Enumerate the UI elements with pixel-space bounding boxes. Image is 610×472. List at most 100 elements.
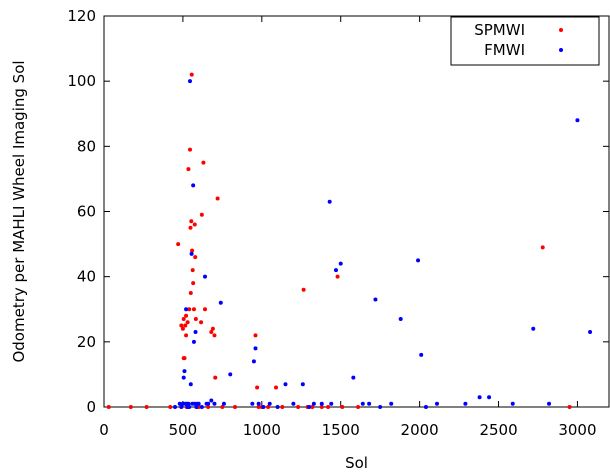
- data-point: [203, 274, 207, 279]
- data-point: [338, 261, 343, 266]
- legend-marker: [559, 28, 563, 32]
- data-point: [291, 401, 296, 406]
- data-point: [327, 199, 332, 204]
- data-point: [280, 405, 285, 409]
- data-point: [190, 268, 195, 273]
- data-point: [212, 333, 217, 338]
- x-tick-label: 0: [99, 421, 109, 439]
- data-point: [256, 401, 261, 406]
- data-point: [184, 333, 189, 338]
- data-point: [206, 405, 211, 409]
- data-point: [199, 405, 204, 409]
- data-point: [477, 395, 482, 400]
- data-point: [255, 385, 260, 390]
- data-point: [307, 405, 312, 409]
- data-point: [196, 401, 201, 406]
- legend-label: SPMWI: [474, 21, 525, 39]
- data-point: [267, 401, 272, 406]
- legend-box: [450, 16, 600, 66]
- data-point: [434, 401, 439, 406]
- data-point: [575, 118, 580, 123]
- data-point: [232, 405, 237, 409]
- data-point: [251, 359, 256, 364]
- data-point: [189, 72, 194, 77]
- data-point: [201, 160, 206, 165]
- y-axis: 0 20 40 60 80 100 120: [67, 7, 609, 416]
- data-point: [182, 356, 187, 361]
- data-point: [199, 320, 204, 325]
- data-point: [188, 382, 193, 387]
- data-point: [184, 307, 189, 312]
- data-point: [416, 258, 421, 263]
- data-point: [179, 323, 184, 328]
- data-point: [194, 405, 199, 409]
- data-point: [210, 326, 215, 331]
- data-point: [187, 307, 192, 312]
- data-point: [531, 326, 536, 331]
- data-point: [463, 401, 468, 406]
- y-tick-label: 60: [77, 203, 96, 221]
- data-point: [547, 401, 552, 406]
- data-point: [373, 297, 378, 302]
- data-point: [176, 242, 181, 247]
- data-point: [188, 225, 193, 230]
- data-point: [181, 375, 186, 380]
- data-point: [310, 405, 315, 409]
- data-point: [191, 307, 196, 312]
- legend-marker: [559, 48, 563, 52]
- data-point: [300, 382, 305, 387]
- data-point: [351, 375, 356, 380]
- y-tick-label: 80: [77, 137, 96, 155]
- data-point: [356, 405, 361, 409]
- data-point: [378, 405, 383, 409]
- data-point: [487, 395, 492, 400]
- data-point: [190, 248, 195, 253]
- y-tick-label: 40: [77, 268, 96, 286]
- data-point: [182, 369, 187, 374]
- data-point: [296, 405, 301, 409]
- data-point: [283, 382, 288, 387]
- data-point: [326, 405, 331, 409]
- data-point: [191, 339, 196, 344]
- data-point: [398, 317, 403, 322]
- data-point: [179, 405, 184, 409]
- y-axis-label: Odometry per MAHLI Wheel Imaging Sol: [10, 60, 28, 362]
- data-point: [191, 183, 196, 188]
- x-tick-label: 2000: [401, 421, 439, 439]
- data-point: [188, 147, 193, 152]
- series-spmwi: [106, 72, 572, 409]
- data-point: [335, 274, 340, 279]
- data-point: [275, 405, 280, 409]
- data-point: [187, 405, 192, 409]
- data-point: [144, 405, 149, 409]
- data-point: [567, 405, 572, 409]
- data-point: [253, 346, 258, 351]
- x-tick-label: 3000: [558, 421, 596, 439]
- data-point: [209, 330, 214, 335]
- data-point: [311, 401, 316, 406]
- data-points: [106, 72, 593, 409]
- y-tick-label: 100: [67, 72, 96, 90]
- data-point: [319, 405, 324, 409]
- data-point: [183, 323, 188, 328]
- data-point: [389, 401, 394, 406]
- data-point: [188, 290, 193, 295]
- data-point: [189, 219, 194, 224]
- y-tick-label: 0: [86, 398, 96, 416]
- legend-label: FMWI: [484, 41, 525, 59]
- data-point: [193, 317, 198, 322]
- data-point: [209, 398, 214, 403]
- data-point: [221, 401, 226, 406]
- data-point: [228, 372, 233, 377]
- data-point: [218, 300, 223, 305]
- data-point: [423, 405, 428, 409]
- data-point: [333, 268, 338, 273]
- data-point: [203, 307, 207, 312]
- data-point: [180, 326, 185, 331]
- data-point: [168, 405, 173, 409]
- data-point: [319, 401, 324, 406]
- data-point: [106, 405, 111, 409]
- data-point: [340, 405, 345, 409]
- data-point: [510, 401, 515, 406]
